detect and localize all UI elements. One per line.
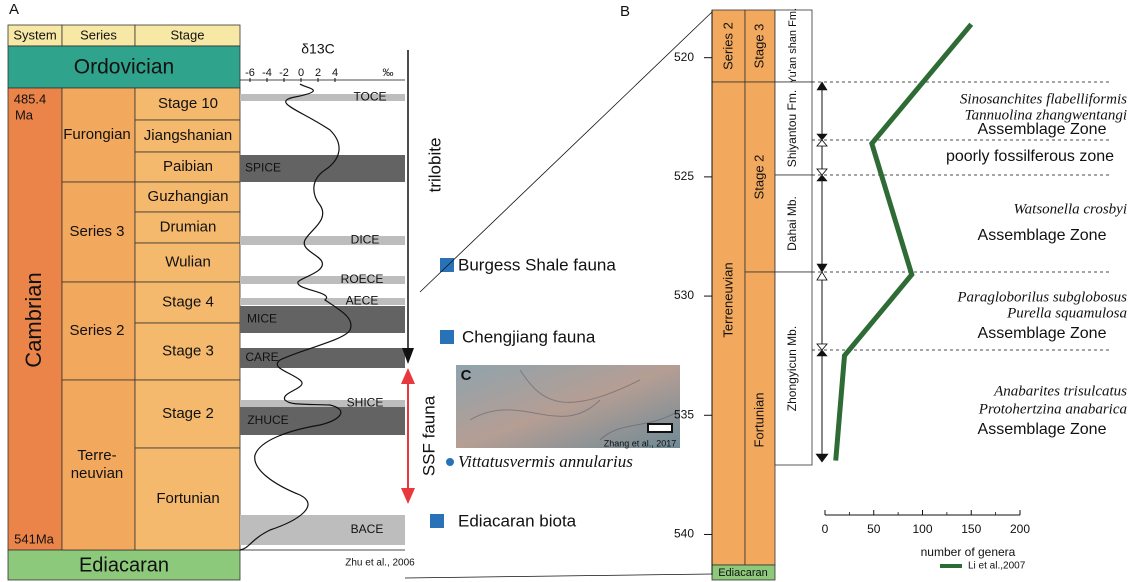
fauna-marker [446,458,454,466]
period-name: Ediacaran [718,567,768,579]
header: Stage [171,27,205,42]
stage-name: Stage 2 [751,155,766,200]
y-tick-label: 520 [674,50,694,64]
stage-name: Stage 4 [162,293,214,310]
isotope-unit: ‰ [383,67,394,79]
age: Ma [15,107,34,122]
x-axis-label: number of genera [921,545,1016,559]
isotope-tick-label: 2 [315,67,321,79]
taxon-name: Paragloborilus subglobosus [956,289,1127,305]
isotope-event: DICE [351,233,380,247]
stage-name: Fortunian [751,393,766,448]
isotope-tick-label: -4 [262,67,272,79]
fauna-marker [440,330,454,344]
taxon-name: Protohertzina anabarica [978,401,1127,417]
header: Series [80,27,117,42]
x-tick-label: 100 [912,522,932,536]
isotope-event: ZHUCE [247,413,288,427]
isotope-event: TOCE [353,90,386,104]
legend-label: Li et al.,2007 [968,561,1026,572]
isotope-tick-label: 0 [298,67,304,79]
series-name: Terre- [77,447,116,464]
y-tick-label: 525 [674,169,694,183]
connector [405,574,712,578]
x-tick-label: 150 [961,522,981,536]
series-name: Series 2 [720,22,735,70]
period-name: Ordovician [74,56,174,79]
connector [420,12,712,292]
zone-name: Assemblage Zone [978,325,1107,342]
stage-name: Paibian [163,158,213,175]
fauna-marker [430,514,444,528]
taxon-name: Sinosanchites flabelliformis [960,91,1127,107]
x-tick-label: 50 [867,522,881,536]
fauna-name: Chengjiang fauna [462,327,596,346]
taxon-name: Anabarites trisulcatus [993,383,1127,399]
x-tick-label: 0 [822,522,829,536]
series-name: Terreneuvian [720,262,735,337]
isotope-tick-label: -6 [245,67,255,79]
panel-label: B [620,3,630,20]
fauna-name: Burgess Shale fauna [458,255,616,274]
isotope-title: δ13C [301,41,334,57]
stage-name: Stage 10 [158,95,218,112]
formation-name: Dahai Mb. [785,196,799,251]
range-label: SSF fauna [419,395,438,476]
taxon-name: Purella squamulosa [1006,305,1127,321]
scale-bar [648,424,672,432]
isotope-event: AECE [346,294,379,308]
isotope-event-band [240,298,405,305]
stage-name: Wulian [165,253,211,270]
age: 485.4 [14,91,47,106]
isotope-event-band [240,236,405,245]
panel-label: A [9,1,19,18]
isotope-event: ROECE [341,272,384,286]
period-name: Ediacaran [79,554,169,576]
y-tick-label: 535 [674,407,694,421]
zone-name: Assemblage Zone [978,227,1107,244]
source: Zhu et al., 2006 [345,558,415,569]
zone-name: Assemblage Zone [978,421,1107,438]
stage-name: Drumian [160,218,217,235]
formation-name: Shiyantou Fm. [785,90,799,167]
fauna-name: Ediacaran biota [458,511,577,530]
figure: A System Series Stage Ordovician 485.4Ma 541Ma… [0,0,1138,582]
stage-name: Jiangshanian [144,127,232,144]
series-name: Furongian [63,126,131,143]
isotope-event: SPICE [245,161,281,175]
series-name: Series 3 [69,223,124,240]
fauna-name: Vittatusvermis annularius [458,452,633,471]
range-label: trilobite [425,138,444,193]
period-name: Cambrian [21,272,46,367]
inset-credit: Zhang et al., 2017 [604,438,677,448]
isotope-tick-label: 4 [332,67,338,79]
formation-name: Zhongyicun Mb. [785,326,799,411]
age: 541Ma [14,531,55,546]
isotope-tick-label: -2 [279,67,289,79]
zone-name: poorly fossilferous zone [946,148,1114,165]
series-name: neuvian [71,465,124,482]
stage-name: Guzhangian [148,188,229,205]
formation-name: Yu'an shan Fm. [787,8,799,84]
series-name: Series 2 [69,322,124,339]
taxon-name: Watsonella crosbyi [1014,201,1127,217]
isotope-event: CARE [245,350,278,364]
fauna-marker [440,258,454,272]
isotope-event: MICE [247,312,277,326]
inset-label: C [461,367,472,384]
stage-name: Stage 3 [751,24,766,69]
stage-name: Stage 2 [162,405,214,422]
stage-name: Fortunian [156,490,219,507]
header: System [13,27,56,42]
genera-line [836,24,972,460]
isotope-event: BACE [351,522,384,536]
y-tick-label: 540 [674,527,694,541]
stage-name: Stage 3 [162,342,214,359]
zone-name: Assemblage Zone [978,121,1107,138]
y-tick-label: 530 [674,288,694,302]
x-tick-label: 200 [1010,522,1030,536]
inset-photo [456,365,680,448]
